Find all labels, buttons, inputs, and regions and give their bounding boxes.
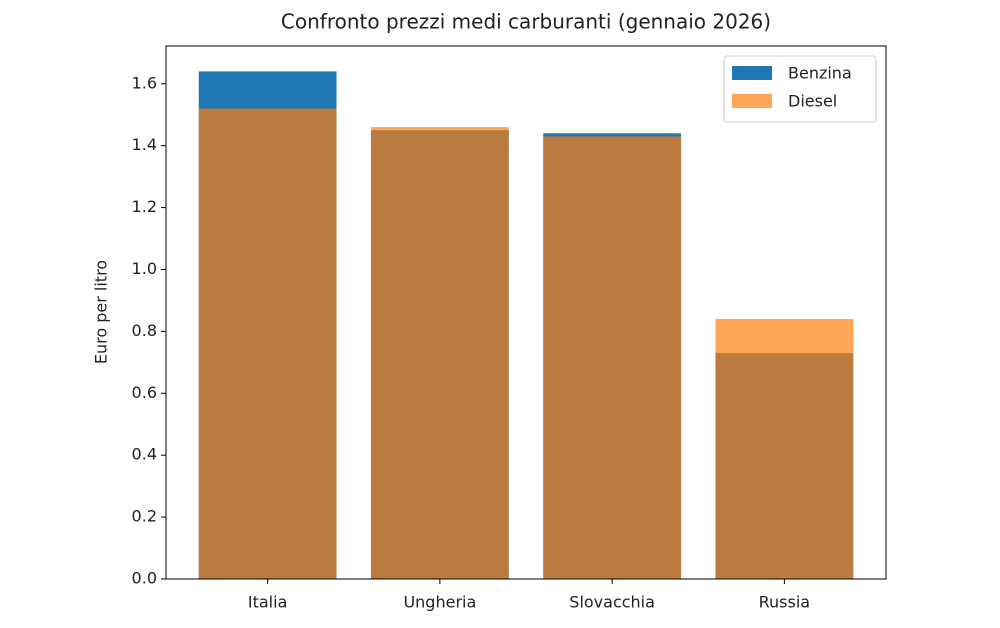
y-tick-label: 0.6 (132, 383, 157, 402)
y-tick-label: 1.6 (132, 73, 157, 92)
bar (198, 108, 337, 580)
x-tick-label: Italia (248, 593, 288, 612)
bar (715, 319, 854, 579)
x-tick-label: Russia (759, 593, 810, 612)
legend-swatch (732, 66, 772, 80)
x-tick-label: Slovacchia (569, 593, 655, 612)
bar (543, 136, 682, 579)
y-tick-label: 0.8 (132, 321, 157, 340)
y-tick-label: 0.4 (132, 445, 157, 464)
legend-swatch (732, 94, 772, 108)
y-tick-label: 0.2 (132, 507, 157, 526)
y-tick-label: 1.0 (132, 259, 157, 278)
y-tick-label: 1.2 (132, 197, 157, 216)
y-tick-label: 1.4 (132, 135, 157, 154)
legend-label: Benzina (788, 64, 852, 83)
y-tick-label: 0.0 (132, 569, 157, 588)
chart-title: Confronto prezzi medi carburanti (gennai… (281, 10, 771, 34)
plot-frame (165, 45, 887, 580)
legend-label: Diesel (788, 92, 837, 111)
x-tick-label: Ungheria (403, 593, 476, 612)
y-axis-label: Euro per litro (92, 260, 111, 364)
bar (370, 127, 509, 579)
